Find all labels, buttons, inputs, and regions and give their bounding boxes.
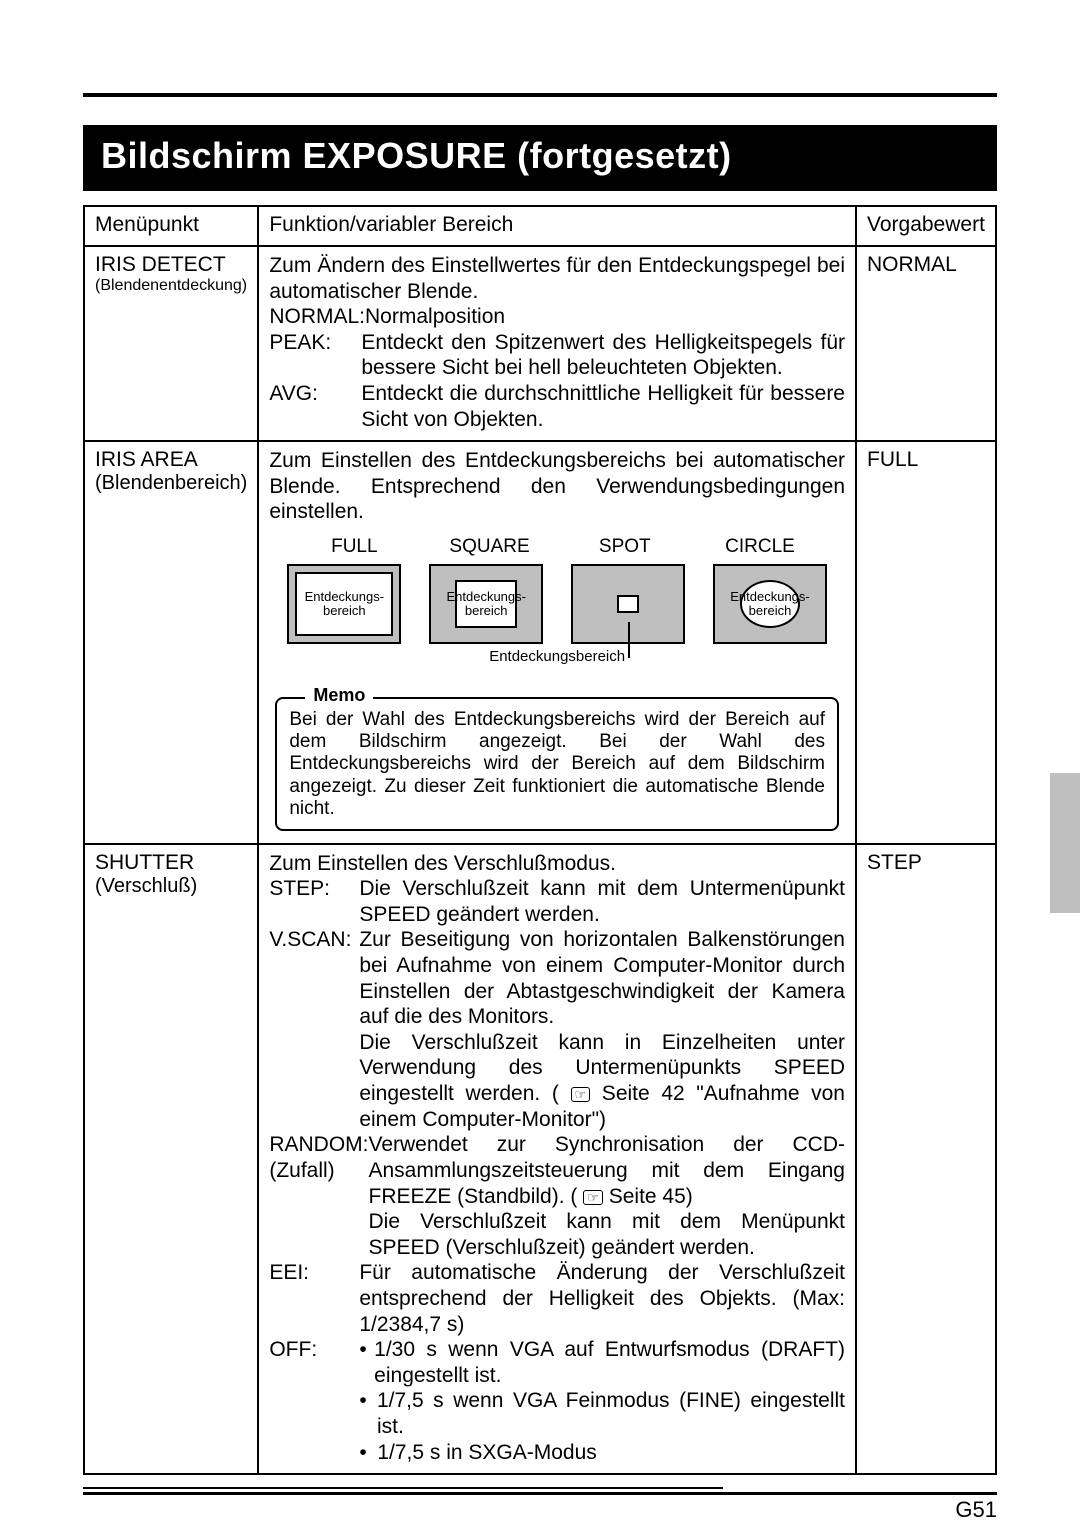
ref-icon-2: ☞	[583, 1190, 603, 1205]
table-header-row: Menüpunkt Funktion/variabler Bereich Vor…	[84, 206, 996, 246]
page: Bildschirm EXPOSURE (fortgesetzt) Menüpu…	[83, 93, 997, 1475]
iris-detect-normal: NORMAL: Normalposition	[269, 304, 845, 330]
row-iris-detect: IRIS DETECT (Blendenentdeckung) Zum Ände…	[84, 246, 996, 441]
area-labels: FULL SQUARE SPOT CIRCLE	[299, 535, 815, 558]
page-number: G51	[955, 1497, 997, 1523]
label-random: RANDOM: (Zufall)	[269, 1132, 368, 1260]
side-tab	[1050, 773, 1080, 913]
memo-box: Memo Bei der Wahl des Entdeckungsbereich…	[275, 697, 839, 831]
iris-area-func: Zum Einstellen des Entdeckungsbereichs b…	[258, 441, 856, 843]
off-bullet-2: •1/7,5 s wenn VGA Feinmodus (FINE) einge…	[359, 1388, 845, 1439]
text-step: Die Verschlußzeit kann mit dem Untermenü…	[359, 876, 845, 927]
shutter-eei: EEI: Für automatische Änderung der Versc…	[269, 1260, 845, 1337]
off-bullet-3: •1/7,5 s in SXGA-Modus	[359, 1440, 845, 1466]
label-eei: EEI:	[269, 1260, 359, 1337]
diagram-spot-box	[617, 595, 639, 613]
label-vscan: V.SCAN:	[269, 927, 359, 1132]
row-shutter: SHUTTER (Verschluß) Zum Einstellen des V…	[84, 844, 996, 1475]
shutter-func: Zum Einstellen des Verschlußmodus. STEP:…	[258, 844, 856, 1475]
iris-area-name: IRIS AREA	[95, 448, 247, 472]
shutter-intro: Zum Einstellen des Verschlußmodus.	[269, 851, 845, 877]
diagram-full: Entdeckungs-bereich	[287, 564, 401, 644]
label-random-de: (Zufall)	[269, 1159, 334, 1182]
shutter-name: SHUTTER	[95, 851, 247, 875]
label-peak: PEAK:	[269, 330, 361, 381]
diagram-circle: Entdeckungs-bereich	[713, 564, 827, 644]
area-label-full: FULL	[299, 535, 409, 558]
diagram-circle-box: Entdeckungs-bereich	[740, 580, 800, 628]
iris-detect-name-cell: IRIS DETECT (Blendenentdeckung)	[84, 246, 258, 441]
diagram-spot-wrap	[571, 564, 685, 644]
off-b1-text: 1/30 s wenn VGA auf Entwurfsmodus (DRAFT…	[374, 1337, 845, 1388]
diagram-spot-caption: Entdeckungsbereich	[269, 648, 845, 666]
shutter-vscan: V.SCAN: Zur Beseitigung von horizontalen…	[269, 927, 845, 1132]
memo-label: Memo	[305, 685, 373, 706]
iris-detect-name: IRIS DETECT	[95, 253, 247, 277]
iris-detect-sub: (Blendenentdeckung)	[95, 277, 247, 295]
label-normal: NORMAL:	[269, 304, 365, 330]
diagram-full-box: Entdeckungs-bereich	[295, 572, 393, 636]
bottom-rule	[83, 1492, 997, 1495]
text-vscan-1: Zur Beseitigung von horizontalen Balkens…	[359, 928, 845, 1028]
text-vscan: Zur Beseitigung von horizontalen Balkens…	[359, 927, 845, 1132]
shutter-name-cell: SHUTTER (Verschluß)	[84, 844, 258, 1475]
area-label-square: SQUARE	[435, 535, 545, 558]
settings-table: Menüpunkt Funktion/variabler Bereich Vor…	[83, 205, 997, 1475]
text-avg: Entdeckt die durchschnittliche Helligkei…	[361, 381, 845, 432]
text-eei: Für automatische Änderung der Verschlußz…	[359, 1260, 845, 1337]
ref-icon: ☞	[571, 1087, 591, 1102]
text-random-2: Die Verschlußzeit kann mit dem Menüpunkt…	[369, 1210, 846, 1259]
off-bullet-1: •1/30 s wenn VGA auf Entwurfsmodus (DRAF…	[359, 1337, 845, 1388]
iris-detect-avg: AVG: Entdeckt die durchschnittliche Hell…	[269, 381, 845, 432]
label-avg: AVG:	[269, 381, 361, 432]
area-label-circle: CIRCLE	[705, 535, 815, 558]
iris-detect-default: NORMAL	[856, 246, 996, 441]
area-diagrams: Entdeckungs-bereich Entdeckungs-bereich …	[287, 564, 827, 644]
header-default: Vorgabewert	[856, 206, 996, 246]
top-rule	[83, 93, 997, 97]
off-b3-text: 1/7,5 s in SXGA-Modus	[377, 1440, 596, 1466]
shutter-off: OFF: •1/30 s wenn VGA auf Entwurfsmodus …	[269, 1337, 845, 1465]
iris-area-sub: (Blendenbereich)	[95, 472, 247, 495]
iris-detect-peak: PEAK: Entdeckt den Spitzenwert des Helli…	[269, 330, 845, 381]
area-label-spot: SPOT	[570, 535, 680, 558]
header-func: Funktion/variabler Bereich	[258, 206, 856, 246]
text-off: •1/30 s wenn VGA auf Entwurfsmodus (DRAF…	[359, 1337, 845, 1465]
text-random-1b: Seite 45)	[603, 1185, 693, 1208]
page-title: Bildschirm EXPOSURE (fortgesetzt)	[83, 125, 997, 191]
diagram-square-box: Entdeckungs-bereich	[455, 580, 517, 628]
off-b2-text: 1/7,5 s wenn VGA Feinmodus (FINE) einges…	[377, 1388, 845, 1439]
shutter-random: RANDOM: (Zufall) Verwendet zur Synchroni…	[269, 1132, 845, 1260]
shutter-default: STEP	[856, 844, 996, 1475]
shutter-step: STEP: Die Verschlußzeit kann mit dem Unt…	[269, 876, 845, 927]
text-normal: Normalposition	[365, 304, 845, 330]
iris-area-name-cell: IRIS AREA (Blendenbereich)	[84, 441, 258, 843]
label-off: OFF:	[269, 1337, 359, 1465]
row-iris-area: IRIS AREA (Blendenbereich) Zum Einstelle…	[84, 441, 996, 843]
diagram-spot-leader	[628, 622, 630, 658]
iris-area-intro: Zum Einstellen des Entdeckungsbereichs b…	[269, 448, 845, 525]
shutter-sub: (Verschluß)	[95, 875, 247, 898]
text-peak: Entdeckt den Spitzenwert des Helligkeits…	[361, 330, 845, 381]
text-random: Verwendet zur Synchronisation der CCD-An…	[369, 1132, 846, 1260]
iris-detect-intro: Zum Ändern des Einstellwertes für den En…	[269, 253, 845, 304]
label-step: STEP:	[269, 876, 359, 927]
diagram-square: Entdeckungs-bereich	[429, 564, 543, 644]
header-menu: Menüpunkt	[84, 206, 258, 246]
label-random-en: RANDOM:	[269, 1133, 368, 1156]
iris-area-default: FULL	[856, 441, 996, 843]
memo-text: Bei der Wahl des Entdeckungsbereichs wir…	[289, 709, 825, 820]
iris-detect-func: Zum Ändern des Einstellwertes für den En…	[258, 246, 856, 441]
